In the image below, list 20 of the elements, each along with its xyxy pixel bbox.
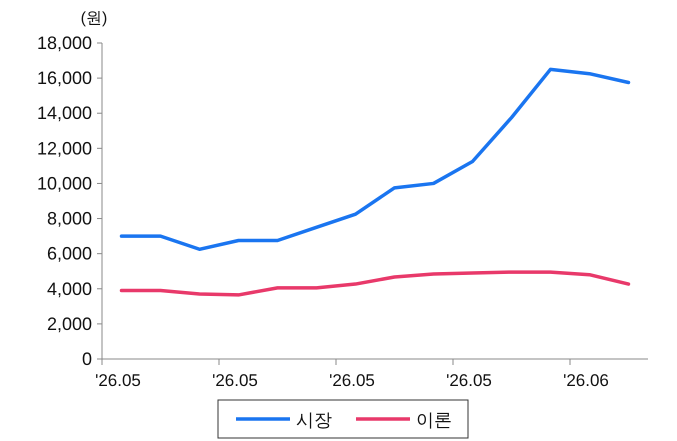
- x-tick-label: '26.05: [212, 371, 258, 390]
- y-tick-label: 12,000: [36, 138, 92, 158]
- y-tick-label: 0: [82, 349, 92, 369]
- x-tick-label: '26.05: [95, 371, 141, 390]
- legend-label: 시장: [296, 410, 332, 430]
- legend-label: 이론: [416, 410, 452, 430]
- y-tick-label: 2,000: [46, 314, 92, 334]
- y-axis-title: (원): [80, 10, 108, 27]
- y-tick-label: 14,000: [36, 103, 92, 124]
- y-tick-label: 8,000: [46, 208, 92, 229]
- x-tick-label: '26.06: [563, 371, 609, 390]
- y-tick-label: 18,000: [36, 33, 92, 53]
- y-tick-label: 4,000: [46, 278, 92, 299]
- y-tick-label: 16,000: [36, 68, 92, 88]
- line-series: [120, 68, 630, 252]
- line-series: [120, 270, 630, 297]
- x-tick-label: '26.05: [446, 371, 492, 390]
- y-tick-label: 6,000: [46, 244, 92, 264]
- y-tick-label: 10,000: [36, 173, 92, 194]
- x-tick-label: '26.05: [329, 371, 375, 390]
